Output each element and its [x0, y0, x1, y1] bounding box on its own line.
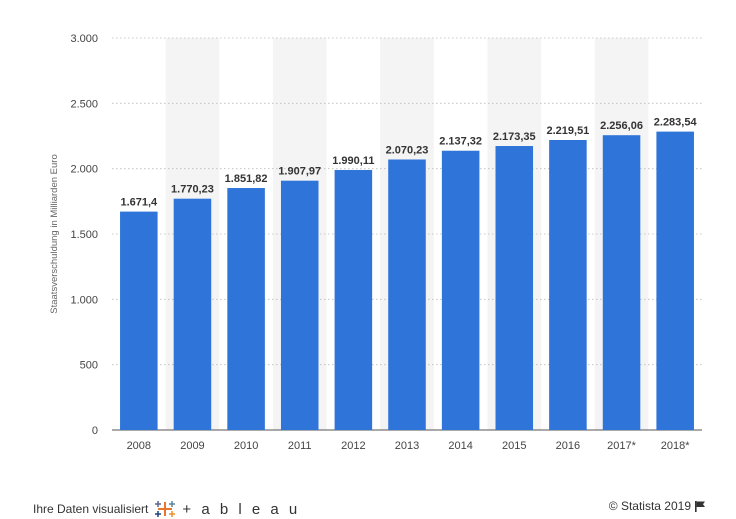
- data-label: 1.907,97: [278, 166, 321, 178]
- data-label: 2.283,54: [654, 117, 698, 129]
- bar-2017*[interactable]: [602, 135, 641, 430]
- copyright-text: © Statista 2019: [608, 499, 691, 513]
- x-tick-label: 2016: [556, 440, 580, 452]
- bar-2015[interactable]: [495, 146, 534, 430]
- x-tick-label: 2017*: [607, 440, 636, 452]
- tableau-logo: + a b l e a u: [182, 500, 301, 518]
- x-tick-label: 2018*: [661, 440, 690, 452]
- bar-chart: 1.671,4 1.770,23 1.851,82 1.907,97 1.990,11 2…: [49, 33, 702, 452]
- bar-2013[interactable]: [388, 159, 426, 431]
- x-tick-label: 2015: [502, 440, 526, 452]
- data-label: 1.851,82: [225, 173, 268, 185]
- data-labels: 1.671,4 1.770,23 1.851,82 1.907,97 1.990,11 2…: [120, 117, 697, 209]
- visualize-text: Ihre Daten visualisiert: [33, 502, 149, 516]
- x-tick-label: 2008: [127, 440, 151, 452]
- y-tick-label: 1.500: [70, 229, 98, 241]
- bar-2011[interactable]: [280, 180, 319, 430]
- y-tick-label: 3.000: [70, 33, 98, 45]
- flag-icon: [695, 500, 705, 512]
- x-tick-label: 2013: [395, 440, 419, 452]
- bar-2014[interactable]: [441, 150, 480, 431]
- y-tick-labels: 0 500 1.000 1.500 2.000 2.500 3.000: [70, 33, 98, 437]
- y-tick-label: 1.000: [70, 294, 98, 306]
- bar-2010[interactable]: [227, 188, 265, 430]
- bars: [120, 131, 694, 431]
- x-tick-label: 2012: [341, 440, 365, 452]
- data-label: 2.173,35: [493, 131, 536, 143]
- data-label: 1.990,11: [332, 155, 374, 167]
- y-tick-label: 500: [80, 360, 98, 372]
- bar-2008[interactable]: [120, 211, 158, 430]
- x-tick-label: 2010: [234, 440, 258, 452]
- y-tick-label: 2.500: [70, 98, 98, 110]
- copyright[interactable]: © Statista 2019: [609, 499, 706, 513]
- bar-2016[interactable]: [549, 139, 587, 431]
- tableau-credit[interactable]: Ihre Daten visualisiert + a b l e a u: [33, 499, 300, 519]
- y-tick-label: 2.000: [70, 164, 98, 176]
- bar-2018*[interactable]: [656, 131, 694, 431]
- x-tick-label: 2011: [288, 440, 312, 452]
- data-label: 2.256,06: [600, 120, 643, 132]
- bar-2012[interactable]: [334, 169, 373, 430]
- bar-2009[interactable]: [173, 198, 212, 430]
- data-label: 1.671,4: [120, 197, 158, 209]
- x-tick-label: 2009: [180, 440, 204, 452]
- data-label: 1.770,23: [171, 184, 214, 196]
- y-axis-label: Staatsverschuldung in Milliarden Euro: [49, 154, 60, 313]
- data-label: 2.137,32: [439, 136, 482, 148]
- x-tick-label: 2014: [448, 440, 472, 452]
- y-tick-label: 0: [92, 425, 98, 437]
- data-label: 2.070,23: [386, 144, 429, 156]
- x-tick-labels: 2008 2009 2010 2011 2012 2013 2014 2015 2016 2017…: [127, 440, 691, 452]
- data-label: 2.219,51: [546, 125, 589, 137]
- tableau-plus-icon: [155, 501, 176, 517]
